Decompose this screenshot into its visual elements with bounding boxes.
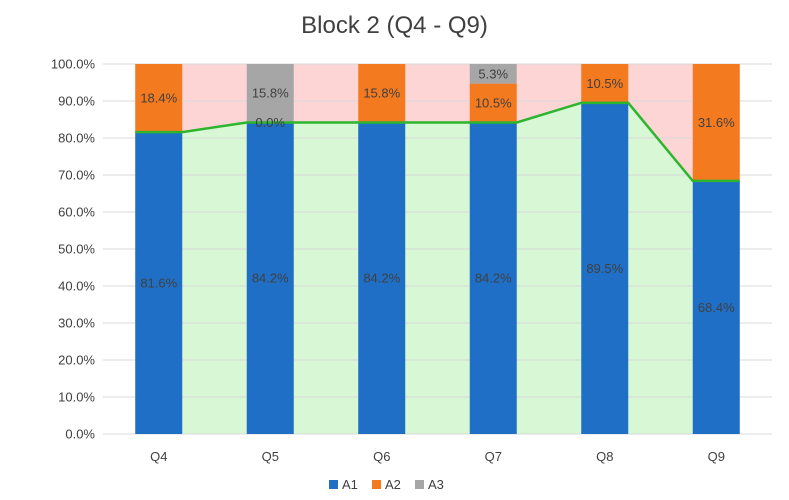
chart-title: Block 2 (Q4 - Q9)	[301, 12, 488, 39]
bar-a3	[246, 64, 294, 123]
x-tick-label: Q6	[373, 449, 390, 464]
area-below	[135, 102, 740, 434]
data-label: 10.5%	[586, 76, 623, 91]
legend-label: A2	[385, 477, 401, 492]
bar-a2	[135, 64, 183, 133]
bar-a2	[358, 64, 406, 123]
legend-swatch-a2	[372, 480, 381, 489]
x-tick-label: Q8	[596, 449, 613, 464]
data-label: 0.0%	[255, 115, 285, 130]
y-tick-label: 90.0%	[58, 94, 95, 109]
y-tick-label: 60.0%	[58, 205, 95, 220]
y-tick-label: 30.0%	[58, 316, 95, 331]
y-tick-label: 10.0%	[58, 390, 95, 405]
x-tick-label: Q9	[708, 449, 725, 464]
y-tick-label: 0.0%	[65, 427, 95, 442]
bar-a3	[469, 64, 517, 84]
y-tick-label: 70.0%	[58, 168, 95, 183]
bar-a2	[469, 83, 517, 123]
x-tick-label: Q7	[485, 449, 502, 464]
data-label: 10.5%	[475, 96, 512, 111]
data-label: 15.8%	[252, 86, 289, 101]
bar-a2	[692, 64, 740, 181]
data-label: 68.4%	[698, 300, 735, 315]
data-label: 5.3%	[478, 66, 508, 81]
data-label: 81.6%	[140, 276, 177, 291]
data-label: 89.5%	[586, 261, 623, 276]
bar-a2	[581, 64, 629, 103]
y-tick-label: 50.0%	[58, 242, 95, 257]
bar-a1	[246, 122, 294, 435]
data-label: 84.2%	[363, 271, 400, 286]
legend-label: A3	[428, 477, 444, 492]
y-tick-label: 100.0%	[51, 57, 96, 72]
bar-a1	[581, 102, 629, 434]
legend-swatch-a3	[415, 480, 424, 489]
x-tick-label: Q5	[262, 449, 279, 464]
x-tick-label: Q4	[150, 449, 167, 464]
data-label: 84.2%	[475, 271, 512, 286]
data-label: 18.4%	[140, 91, 177, 106]
data-label: 31.6%	[698, 115, 735, 130]
legend-label: A1	[342, 477, 358, 492]
bar-a1	[469, 122, 517, 435]
y-tick-label: 40.0%	[58, 279, 95, 294]
data-label: 15.8%	[363, 86, 400, 101]
bar-a1	[692, 180, 740, 434]
y-tick-label: 20.0%	[58, 353, 95, 368]
a1-line	[135, 101, 740, 183]
data-label: 84.2%	[252, 271, 289, 286]
bar-a1	[358, 122, 406, 435]
y-tick-label: 80.0%	[58, 131, 95, 146]
legend-swatch-a1	[329, 480, 338, 489]
bar-a1	[135, 132, 183, 434]
